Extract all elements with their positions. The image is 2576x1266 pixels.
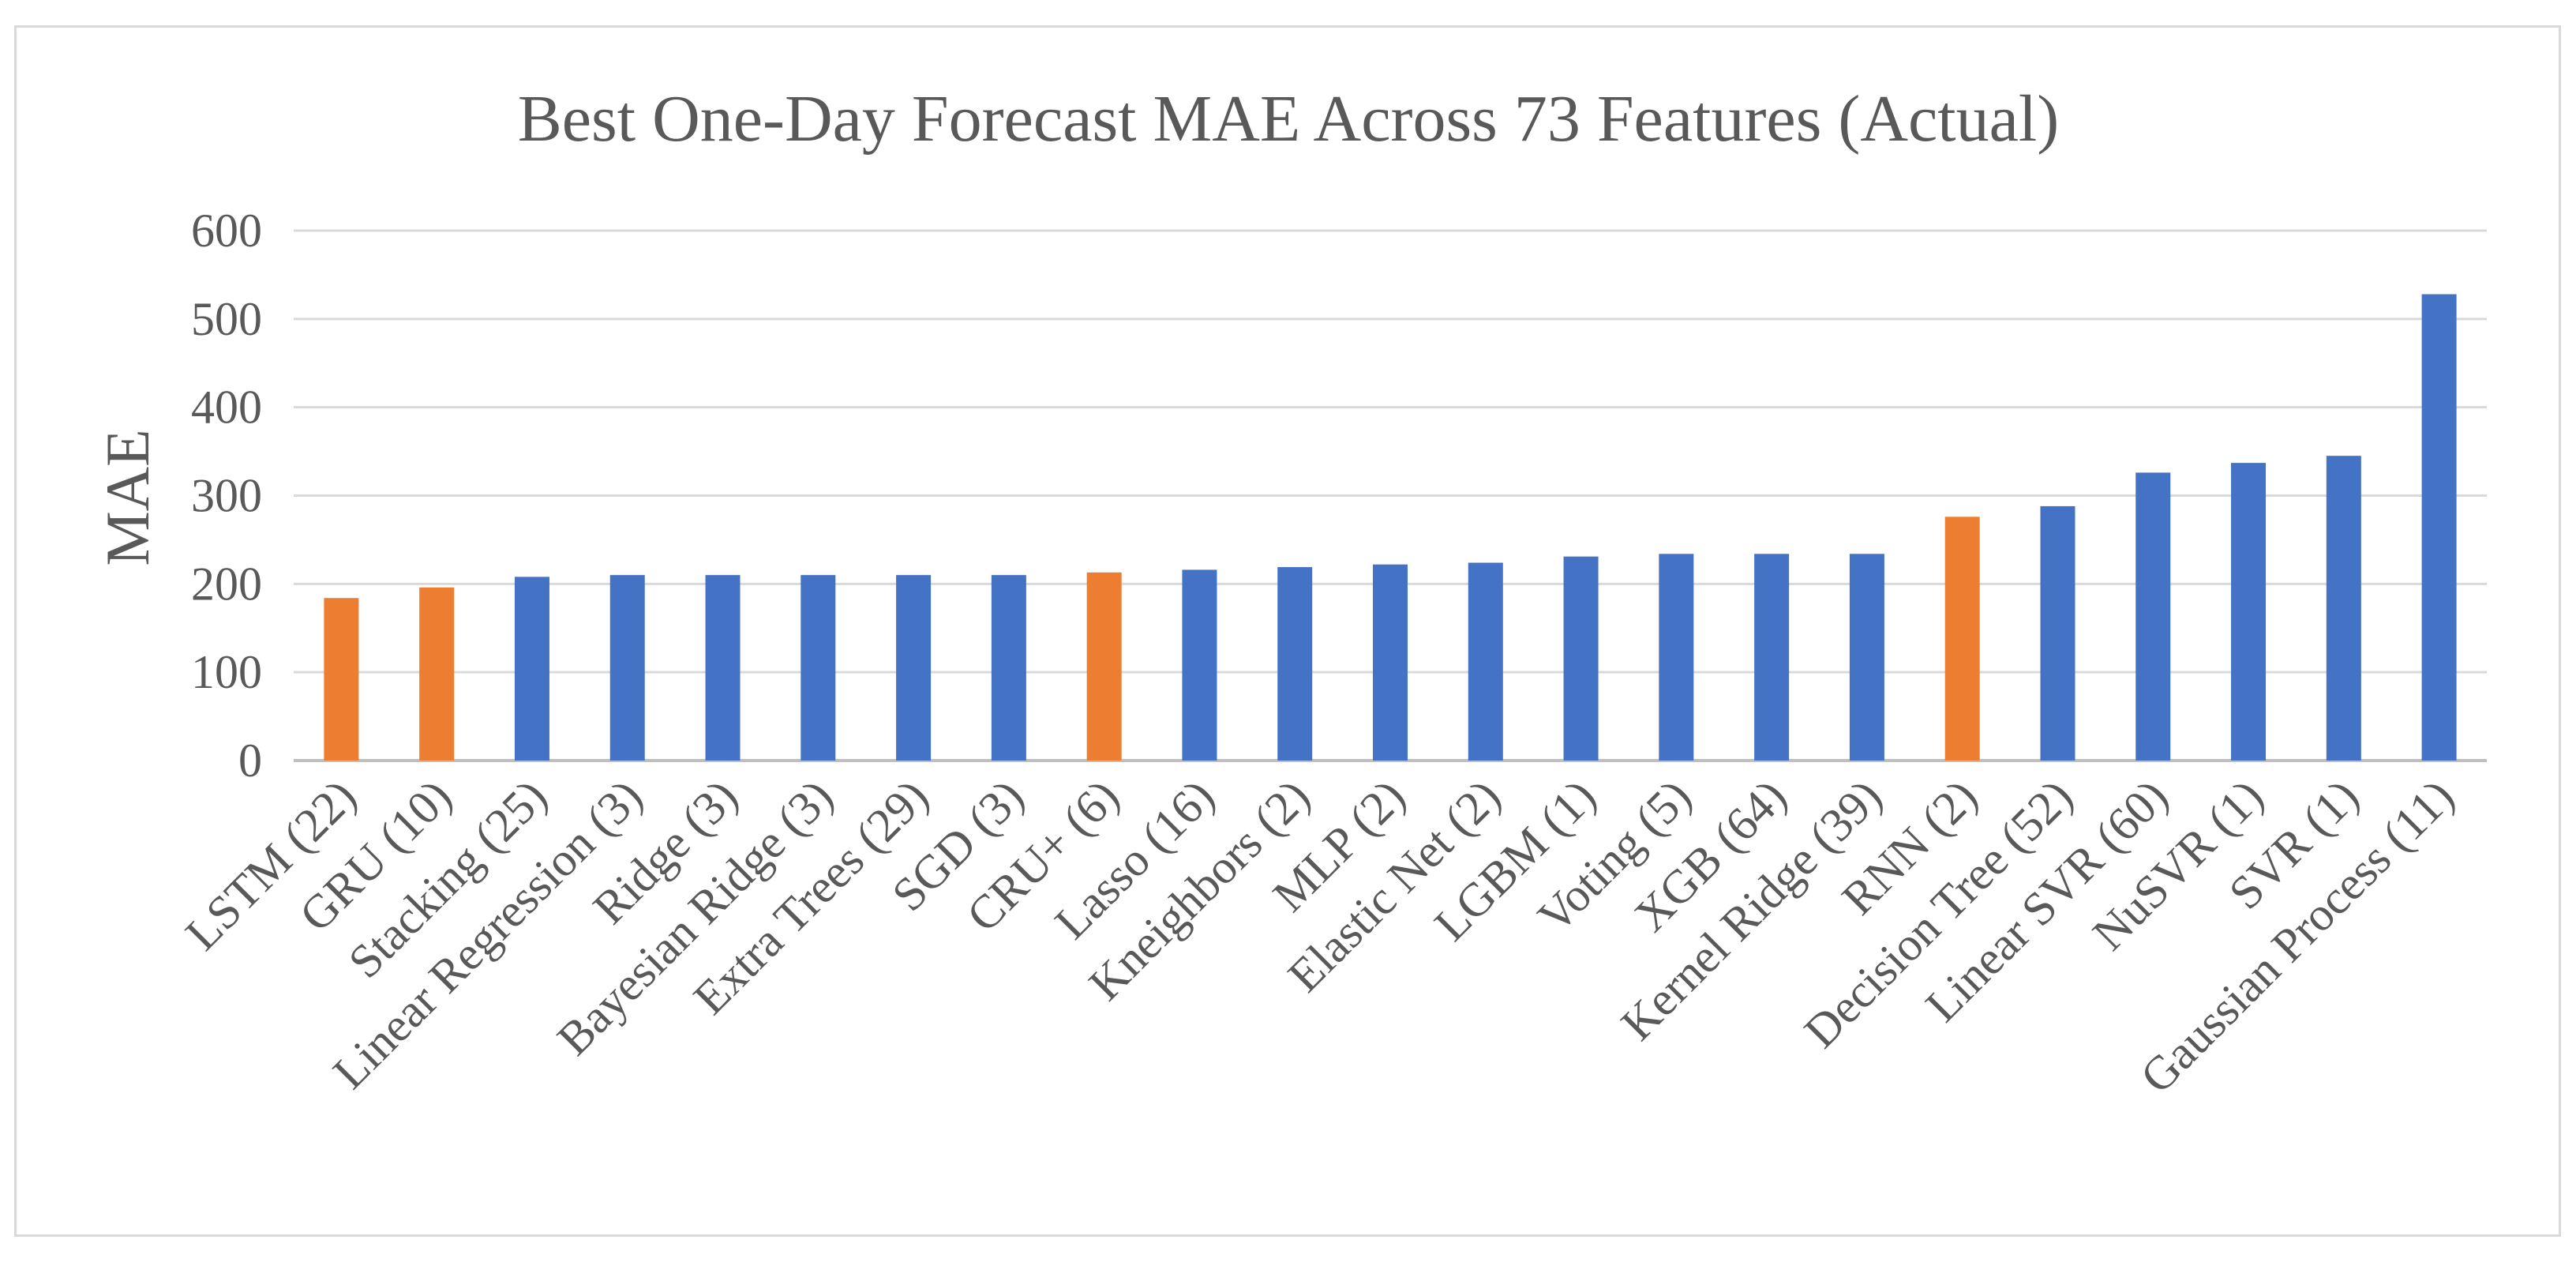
chart-title: Best One-Day Forecast MAE Across 73 Feat… — [518, 82, 2060, 156]
y-tick-label: 400 — [191, 381, 262, 434]
y-axis-ticks: 0 100 200 300 400 500 600 — [191, 205, 262, 787]
bar — [1944, 517, 1980, 761]
y-tick-label: 500 — [191, 293, 262, 345]
y-axis-label: MAE — [93, 429, 162, 565]
bar — [419, 587, 455, 761]
bar — [1754, 554, 1790, 761]
bar — [1182, 569, 1217, 761]
bar — [1659, 554, 1694, 761]
bar — [991, 575, 1026, 761]
y-tick-label: 600 — [191, 205, 262, 257]
y-tick-label: 0 — [238, 734, 262, 787]
y-tick-label: 100 — [191, 646, 262, 698]
y-tick-label: 200 — [191, 558, 262, 610]
gridlines — [294, 229, 2487, 762]
bar — [1849, 554, 1884, 761]
bar — [1563, 556, 1599, 761]
bar — [2421, 294, 2457, 761]
bar — [324, 598, 359, 761]
bar — [1086, 572, 1122, 761]
bar — [1468, 562, 1503, 761]
bar — [2135, 472, 2171, 761]
bar — [801, 575, 836, 761]
bars — [324, 294, 2457, 761]
y-tick-label: 300 — [191, 470, 262, 522]
bar — [2326, 456, 2361, 761]
bar — [2040, 505, 2075, 761]
bar — [896, 575, 932, 761]
x-axis-ticks: LSTM (22)GRU (10)Stacking (25)Linear Reg… — [175, 770, 2463, 1103]
bar — [705, 575, 741, 761]
bar — [1277, 567, 1313, 761]
bar — [2231, 463, 2267, 761]
bar — [609, 575, 645, 761]
bar — [514, 577, 549, 761]
bar — [1373, 564, 1408, 761]
